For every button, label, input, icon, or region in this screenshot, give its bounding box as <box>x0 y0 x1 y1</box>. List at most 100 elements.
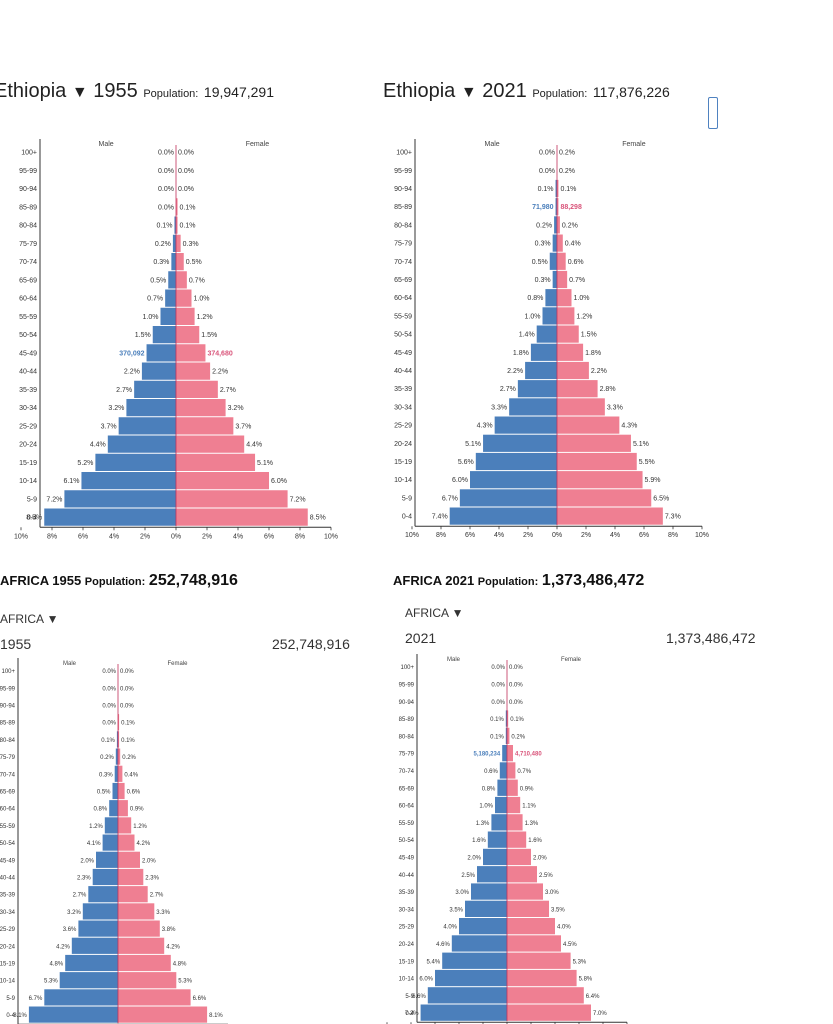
tick-label-y: 15-19 <box>19 460 37 467</box>
bar-female <box>507 1004 591 1021</box>
bar-female <box>176 253 184 271</box>
data-label-female: 5.3% <box>178 979 192 985</box>
triangle-down-icon[interactable]: ▼ <box>71 84 88 101</box>
bar-male <box>491 814 507 831</box>
tick-label-y: 55-59 <box>19 314 37 321</box>
bar-female <box>507 779 518 796</box>
series-name-female: Female <box>561 657 582 663</box>
data-label-female: 0.2% <box>562 222 578 229</box>
tick-label-x: 6% <box>639 532 649 539</box>
bar-female <box>507 814 523 831</box>
data-label-female: 5.1% <box>633 441 649 448</box>
bar-male <box>477 866 507 883</box>
bar-female <box>118 782 125 800</box>
data-label-female: 0.7% <box>569 277 585 284</box>
triangle-down-icon[interactable]: ▼ <box>460 84 477 101</box>
data-label-male: 0.1% <box>490 717 504 723</box>
data-label-female: 1.3% <box>525 821 539 827</box>
tick-label-y: 10-14 <box>19 478 37 485</box>
data-label-male: 2.7% <box>500 386 516 393</box>
bar-female <box>118 817 132 834</box>
bar-male <box>442 952 507 969</box>
bar-female <box>176 344 206 362</box>
data-label-female: 0.4% <box>565 241 581 248</box>
tick-label-x: 10% <box>14 533 28 540</box>
series-name-male: Male <box>447 657 461 663</box>
data-label-female: 0.2% <box>559 150 575 157</box>
data-label-female: 3.7% <box>235 423 251 430</box>
tick-label-y: 20-24 <box>19 442 37 449</box>
data-label-male: 0.0% <box>158 168 174 175</box>
bar-female <box>176 508 308 526</box>
data-label-male: 0.1% <box>538 186 554 193</box>
data-label-male: 1.2% <box>89 824 103 830</box>
data-label-female: 4.4% <box>246 442 262 449</box>
bar-male <box>109 800 118 817</box>
bar-female <box>557 179 559 198</box>
bar-male <box>494 416 557 434</box>
bar-female <box>118 954 171 972</box>
panel-1-title: Ethiopia ▼ 1955 Population: 19,947,291 <box>0 80 274 103</box>
bar-male <box>102 834 118 851</box>
tick-label-y: 5-9 <box>27 496 37 503</box>
bar-male <box>92 868 118 886</box>
bar-male <box>517 380 557 398</box>
data-label-female: 2.7% <box>220 387 236 394</box>
data-label-female: 0.0% <box>178 168 194 175</box>
tick-label-y: 40-44 <box>19 369 37 376</box>
tick-label-y: 15-19 <box>399 959 415 965</box>
bar-female <box>118 868 144 886</box>
bar-male <box>471 883 507 900</box>
bar-male <box>59 972 118 989</box>
data-label-male: 0.0% <box>102 686 116 692</box>
bar-female <box>118 1006 208 1023</box>
data-label-male: 5.2% <box>77 460 93 467</box>
bar-male <box>435 969 507 987</box>
bar-male <box>165 289 176 307</box>
bar-male <box>549 252 557 270</box>
tick-label-y: 25-29 <box>19 423 37 430</box>
data-label-male: 2.5% <box>461 873 475 879</box>
tick-label-y: 35-39 <box>399 890 415 896</box>
data-label-female: 0.9% <box>130 807 144 813</box>
tick-label-y: 35-39 <box>19 387 37 394</box>
bar-male <box>554 216 557 234</box>
data-label-male: 0.0% <box>158 150 174 157</box>
bar-male <box>470 471 557 489</box>
panel-4-selector[interactable]: AFRICA ▼ <box>405 606 464 620</box>
bar-female <box>176 399 226 417</box>
data-label-female: 0.3% <box>183 241 199 248</box>
tick-label-y: 95-99 <box>394 168 412 175</box>
tick-label-y: 25-29 <box>394 423 412 430</box>
data-label-male: 0.5% <box>150 277 166 284</box>
data-label-female: 4.2% <box>137 841 151 847</box>
bar-male <box>44 989 118 1006</box>
tick-label-y: 45-49 <box>399 855 415 861</box>
tick-label-x: 2% <box>581 532 591 539</box>
bar-male <box>420 1004 507 1021</box>
data-label-male: 0.0% <box>102 704 116 710</box>
data-label-male: 0.6% <box>484 769 498 775</box>
data-label-female: 2.0% <box>533 855 547 861</box>
tick-label-y: 80-84 <box>19 223 37 230</box>
data-label-female: 0.6% <box>127 790 141 796</box>
tick-label-y: 90-94 <box>19 186 37 193</box>
tick-label-y: 90-94 <box>394 186 412 193</box>
bar-female <box>557 416 620 434</box>
tick-label-y: 55-59 <box>394 313 412 320</box>
bar-female <box>176 326 200 344</box>
tick-label-x: 6% <box>465 532 475 539</box>
data-label-male: 0.2% <box>100 755 114 761</box>
bar-male <box>104 817 118 834</box>
tick-label-y: 65-69 <box>19 277 37 284</box>
bar-male <box>96 851 118 868</box>
bar-male <box>427 987 507 1004</box>
bar-female <box>507 952 571 969</box>
panel-3-selector[interactable]: AFRICA ▼ <box>0 612 59 626</box>
data-label-male: 0.2% <box>155 241 171 248</box>
data-label-male: 0.3% <box>153 259 169 266</box>
pyramid-chart-ethiopia-2021: Male Female 0-4 7.4% 7.3% 5-9 6.7% 6.5% 10-14 6.0… <box>394 139 709 539</box>
bar-male <box>497 779 507 796</box>
panel-4-population: 1,373,486,472 <box>541 572 645 589</box>
